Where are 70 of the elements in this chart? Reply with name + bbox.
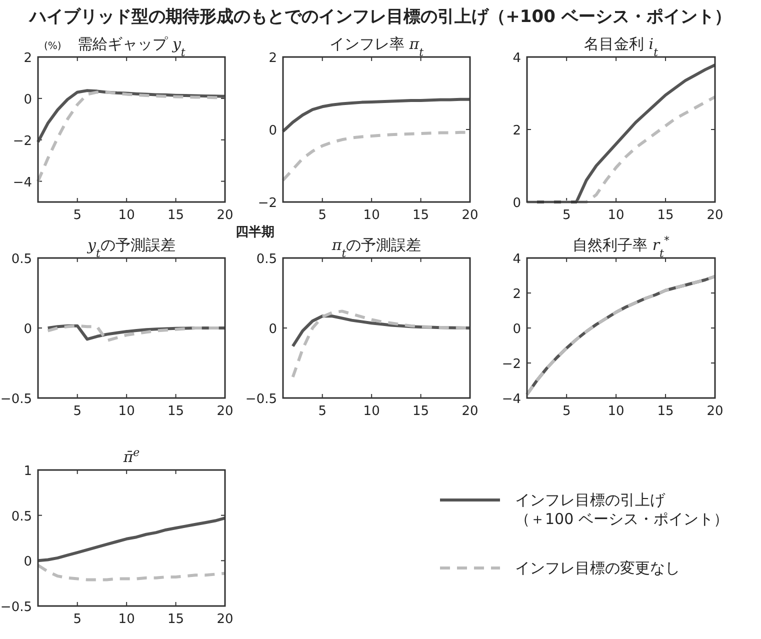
y-tick-label: −2 xyxy=(258,196,277,211)
x-tick-label: 5 xyxy=(318,404,327,419)
x-tick-label: 10 xyxy=(608,404,624,419)
legend-label: インフレ目標の変更なし xyxy=(515,559,680,577)
y-tick-label: 0.5 xyxy=(256,252,277,267)
y-tick-label: 4 xyxy=(512,51,521,66)
x-tick-label: 20 xyxy=(462,208,478,223)
line-series xyxy=(36,90,226,183)
y-tick-label: 2 xyxy=(512,124,521,138)
x-tick-label: 5 xyxy=(73,404,82,419)
x-tick-label: 10 xyxy=(118,208,135,223)
y-tick-label: 2 xyxy=(268,51,277,66)
y-tick-label: −4 xyxy=(502,392,521,407)
x-tick-label: 15 xyxy=(168,404,184,419)
y-tick-label: −0.5 xyxy=(0,392,32,407)
y-tick-label: −2 xyxy=(502,357,521,372)
chart-title: π̄$^{e}$ xyxy=(122,446,140,466)
x-tick-label: 5 xyxy=(562,208,571,223)
x-tick-label: 15 xyxy=(412,208,430,223)
x-tick-label: 5 xyxy=(318,208,327,223)
x-tick-label: 5 xyxy=(562,404,571,419)
x-tick-label: 20 xyxy=(216,612,234,627)
y-tick-label: 2 xyxy=(24,51,32,66)
line-series xyxy=(282,98,472,133)
x-tick-label: 20 xyxy=(216,404,234,419)
chart-title: π$_{t}$の予測誤差 xyxy=(330,236,422,260)
x-tick-label: 15 xyxy=(168,208,184,223)
x-tick-label: 10 xyxy=(363,208,380,223)
x-tick-label: 5 xyxy=(73,208,82,223)
y-tick-label: 1 xyxy=(24,464,32,479)
y-axis-title: (%) xyxy=(44,41,62,52)
x-tick-label: 15 xyxy=(168,612,184,627)
text: ハイブリッド型の期待形成のもとでのインフレ目標の引上げ（+100 ベーシス・ポイント） xyxy=(28,7,732,27)
line-series xyxy=(526,95,716,204)
chart-title: 名目金利 i$_{t}$ xyxy=(584,35,659,58)
y-tick-label: −2 xyxy=(12,134,32,149)
y-tick-label: 0 xyxy=(24,554,32,570)
x-tick-label: 10 xyxy=(608,208,624,223)
y-tick-label: 0.5 xyxy=(11,252,32,267)
y-tick-label: 4 xyxy=(512,252,521,267)
x-tick-label: 10 xyxy=(118,612,135,627)
y-tick-label: 0 xyxy=(24,92,32,108)
legend-label: インフレ目標の引上げ（＋100 ベーシス・ポイント） xyxy=(515,491,728,528)
y-tick-label: 0 xyxy=(512,322,521,337)
y-tick-label: 0 xyxy=(512,196,521,211)
x-tick-label: 20 xyxy=(706,404,724,419)
x-tick-label: 20 xyxy=(462,404,478,419)
chart-title: y$_{t}$の予測誤差 xyxy=(86,236,176,260)
chart-title: 需給ギャップ y$_{t}$ xyxy=(78,35,186,58)
line-series xyxy=(36,564,226,582)
chart-title: インフレ率 π$_{t}$ xyxy=(329,35,424,58)
y-tick-label: 0.5 xyxy=(11,509,32,524)
y-tick-label: −4 xyxy=(12,175,32,190)
x-tick-label: 20 xyxy=(216,208,234,223)
y-tick-label: −0.5 xyxy=(245,392,277,407)
y-tick-label: −0.5 xyxy=(0,600,32,615)
x-tick-label: 10 xyxy=(363,404,380,419)
x-tick-label: 10 xyxy=(118,404,135,419)
y-tick-label: 2 xyxy=(512,287,521,302)
x-tick-label: 5 xyxy=(73,612,82,627)
x-tick-label: 15 xyxy=(657,404,674,419)
x-tick-label: 15 xyxy=(412,404,430,419)
line-series xyxy=(526,274,716,396)
y-tick-label: 0 xyxy=(268,322,277,337)
x-axis-title: 四半期 xyxy=(236,225,274,240)
line-series xyxy=(36,516,226,562)
y-tick-label: 0 xyxy=(24,322,32,337)
y-tick-label: 0 xyxy=(268,124,277,138)
x-tick-label: 15 xyxy=(657,208,674,223)
x-tick-label: 20 xyxy=(706,208,724,223)
